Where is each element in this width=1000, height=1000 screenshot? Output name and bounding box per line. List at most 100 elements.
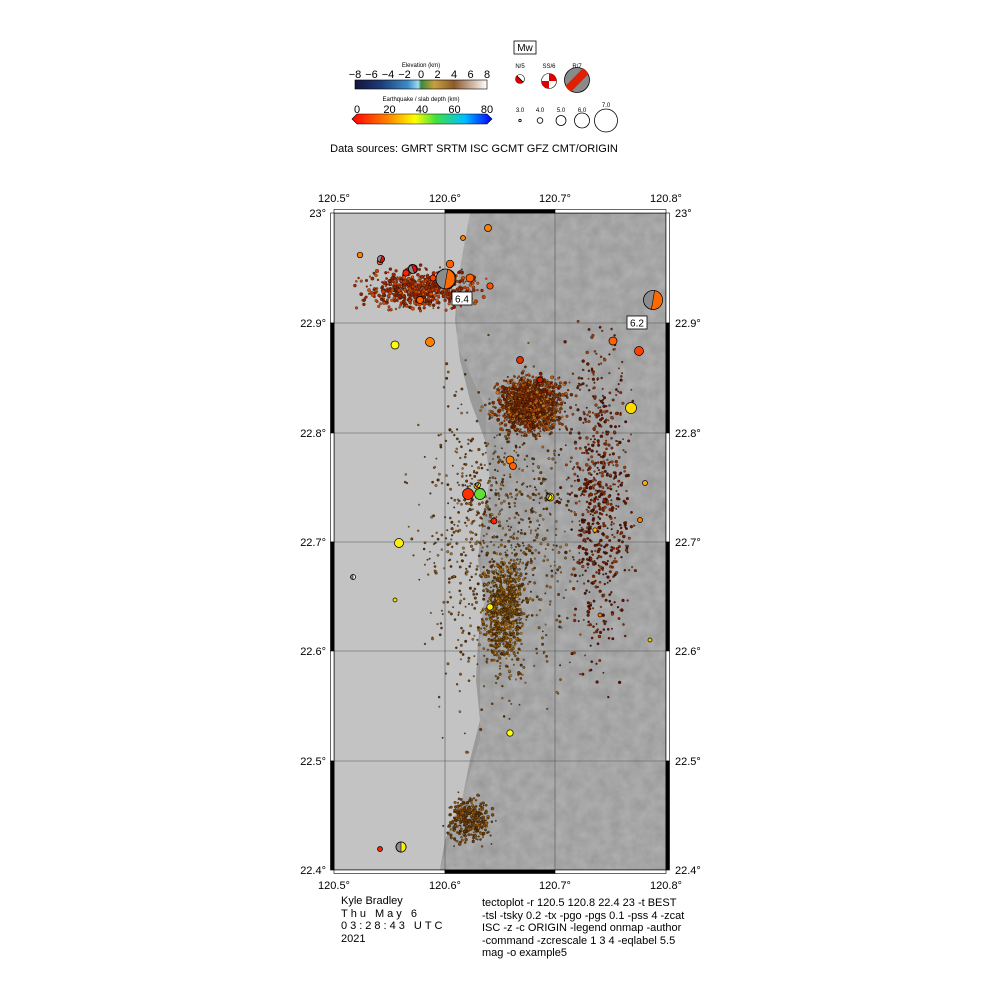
epicenter-dot (622, 534, 626, 539)
epicenter-dot (431, 535, 434, 538)
epicenter-dot (592, 463, 595, 465)
epicenter-dot (570, 573, 574, 576)
epicenter-dot (578, 529, 581, 532)
epicenter-dot (457, 791, 460, 794)
epicenter-dot (458, 269, 462, 273)
large-quake (465, 273, 475, 283)
epicenter-dot (513, 663, 515, 666)
epicenter-dot (581, 490, 584, 493)
epicenter-dot (498, 642, 501, 645)
epicenter-dot (535, 533, 539, 537)
epicenter-dot (596, 461, 600, 464)
epicenter-dot (505, 635, 508, 639)
epicenter-dot (524, 566, 528, 569)
epicenter-dot (418, 503, 421, 506)
epicenter-dot (589, 557, 593, 560)
epicenter-dot (471, 437, 475, 441)
epicenter-dot (576, 580, 579, 583)
epicenter-dot (587, 530, 591, 535)
epicenter-dot (610, 523, 613, 526)
epicenter-dot (581, 359, 585, 363)
epicenter-dot (579, 468, 582, 471)
epicenter-dot (495, 516, 498, 518)
epicenter-dot (498, 594, 500, 597)
epicenter-dot (456, 428, 459, 431)
epicenter-dot (626, 473, 630, 478)
epicenter-dot (582, 469, 585, 472)
epicenter-dot (604, 490, 606, 493)
large-quake (377, 846, 383, 852)
epicenter-dot (542, 425, 546, 430)
epicenter-dot (496, 470, 499, 472)
epicenter-dot (515, 459, 518, 461)
epicenter-dot (576, 408, 580, 412)
epicenter-dot (521, 469, 524, 472)
epicenter-dot (483, 583, 487, 586)
epicenter-dot (436, 537, 440, 541)
epicenter-dot (524, 576, 527, 580)
epicenter-dot (458, 279, 462, 283)
epicenter-dot (619, 609, 622, 612)
elevation-title: Elevation (km) (402, 63, 440, 69)
epicenter-dot (500, 652, 504, 655)
epicenter-dot (565, 478, 568, 481)
epicenter-dot (517, 514, 520, 516)
epicenter-dot (517, 387, 521, 391)
epicenter-dot (477, 466, 481, 470)
epicenter-dot (456, 808, 460, 811)
epicenter-dot (489, 627, 493, 630)
epicenter-dot (473, 475, 477, 478)
epicenter-dot (511, 614, 514, 617)
epicenter-dot (444, 537, 448, 540)
epicenter-dot (520, 403, 524, 407)
epicenter-dot (590, 525, 593, 528)
strikeslip-beachball-icon (541, 73, 557, 89)
epicenter-dot (431, 637, 434, 641)
epicenter-dot (615, 504, 618, 507)
mech-label-strikeslip: SS/6 (542, 64, 556, 70)
epicenter-dot (484, 803, 488, 807)
epicenter-dot (451, 430, 454, 434)
epicenter-dot (479, 516, 483, 520)
epicenter-dot (546, 421, 550, 425)
epicenter-dot (541, 445, 545, 449)
epicenter-dot (459, 643, 463, 647)
epicenter-dot (623, 523, 627, 527)
epicenter-dot (596, 557, 599, 560)
epicenter-dot (497, 461, 500, 464)
epicenter-dot (424, 279, 428, 283)
epicenter-dot (501, 480, 504, 484)
epicenter-dot (518, 414, 523, 419)
epicenter-dot (457, 520, 461, 523)
epicenter-dot (519, 677, 523, 680)
epicenter-dot (559, 406, 563, 410)
epicenter-dot (507, 644, 510, 648)
epicenter-dot (609, 424, 613, 428)
epicenter-dot (529, 484, 532, 488)
epicenter-dot (474, 799, 478, 802)
epicenter-dot (533, 557, 536, 560)
epicenter-dot (515, 552, 518, 556)
epicenter-dot (484, 612, 488, 616)
epicenter-dot (603, 622, 607, 626)
epicenter-dot (584, 483, 588, 487)
epicenter-dot (478, 631, 482, 635)
epicenter-dot (514, 497, 517, 500)
epicenter-dot (587, 505, 590, 509)
epicenter-dot (500, 538, 503, 542)
epicenter-dot (546, 381, 551, 385)
epicenter-dot (472, 593, 476, 596)
epicenter-dot (501, 618, 504, 621)
epicenter-dot (480, 523, 484, 527)
epicenter-dot (500, 394, 505, 398)
epicenter-dot (476, 511, 480, 515)
author-block: Kyle Bradley Thu May 6 03:28:43 UTC 2021 (341, 895, 445, 945)
lat-label-left: 22.8° (300, 428, 326, 440)
epicenter-dot (477, 502, 481, 506)
epicenter-dot (572, 558, 575, 561)
epicenter-dot (537, 626, 541, 630)
depth-tick-labels: 0 20 40 60 80 (354, 104, 493, 116)
epicenter-dot (377, 293, 381, 298)
epicenter-dot (490, 488, 493, 492)
epicenter-dot (464, 280, 467, 283)
